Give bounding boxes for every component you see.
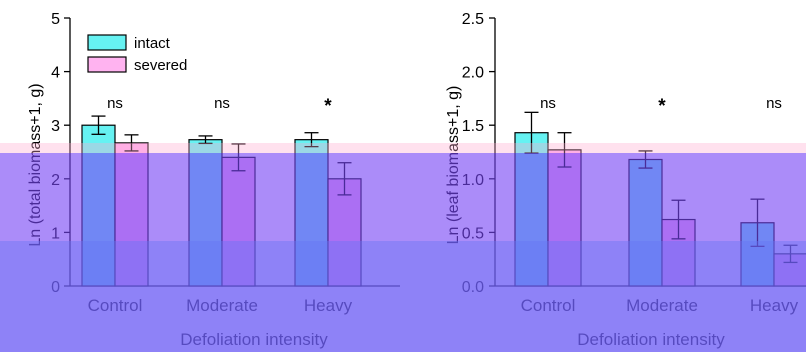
y-tick-label: 3 — [51, 118, 60, 135]
y-tick-label: 0.0 — [462, 279, 484, 296]
legend-swatch-severed — [87, 56, 127, 73]
bar-severed-control — [114, 142, 149, 287]
x-axis-title: Defoliation intensity — [577, 330, 725, 349]
legend-label: severed — [134, 57, 187, 74]
error-bar — [124, 134, 139, 152]
y-tick-label: 4 — [51, 65, 60, 82]
bar-intact-moderate — [628, 158, 663, 287]
bar-severed-control — [547, 149, 582, 287]
bar-severed-moderate — [221, 156, 256, 287]
y-tick-label: 1.5 — [462, 118, 484, 135]
significance-label: ns — [766, 95, 782, 112]
panel-total-biomass: Ln (total biomass+1, g) Defoliation inte… — [27, 11, 400, 349]
x-tick-label: Heavy — [750, 296, 799, 315]
bar-intact-heavy — [294, 139, 329, 287]
error-bar — [304, 132, 319, 148]
y-axis-title: Ln (total biomass+1, g) — [27, 83, 44, 246]
y-tick-label: 0 — [51, 279, 60, 296]
x-tick-label: Heavy — [304, 296, 353, 315]
x-tick-label: Moderate — [186, 296, 258, 315]
panel-leaf-biomass: Ln (leaf biomass+1, g) Defoliation inten… — [445, 11, 806, 349]
error-bar — [91, 115, 106, 135]
significance-label: * — [658, 96, 666, 117]
y-tick-label: 2.0 — [462, 65, 484, 82]
y-tick-label: 1 — [51, 225, 60, 242]
x-tick-label: Moderate — [626, 296, 698, 315]
significance-label: ns — [107, 95, 123, 112]
bar-intact-moderate — [188, 139, 223, 287]
y-tick-label: 5 — [51, 11, 60, 28]
significance-label: * — [324, 96, 332, 117]
x-tick-label: Control — [88, 296, 143, 315]
significance-label: ns — [540, 95, 556, 112]
y-tick-label: 2 — [51, 172, 60, 189]
legend-swatch-intact — [87, 34, 127, 51]
y-tick-label: 1.0 — [462, 172, 484, 189]
bar-intact-control — [514, 132, 549, 287]
significance-label: ns — [214, 95, 230, 112]
x-tick-label: Control — [521, 296, 576, 315]
y-axis-title: Ln (leaf biomass+1, g) — [445, 86, 462, 245]
y-tick-label: 2.5 — [462, 11, 484, 28]
x-axis-title: Defoliation intensity — [180, 330, 328, 349]
bar-intact-control — [81, 124, 116, 287]
error-bar — [198, 135, 213, 145]
y-tick-label: 0.5 — [462, 225, 484, 242]
legend-label: intact — [134, 35, 171, 52]
